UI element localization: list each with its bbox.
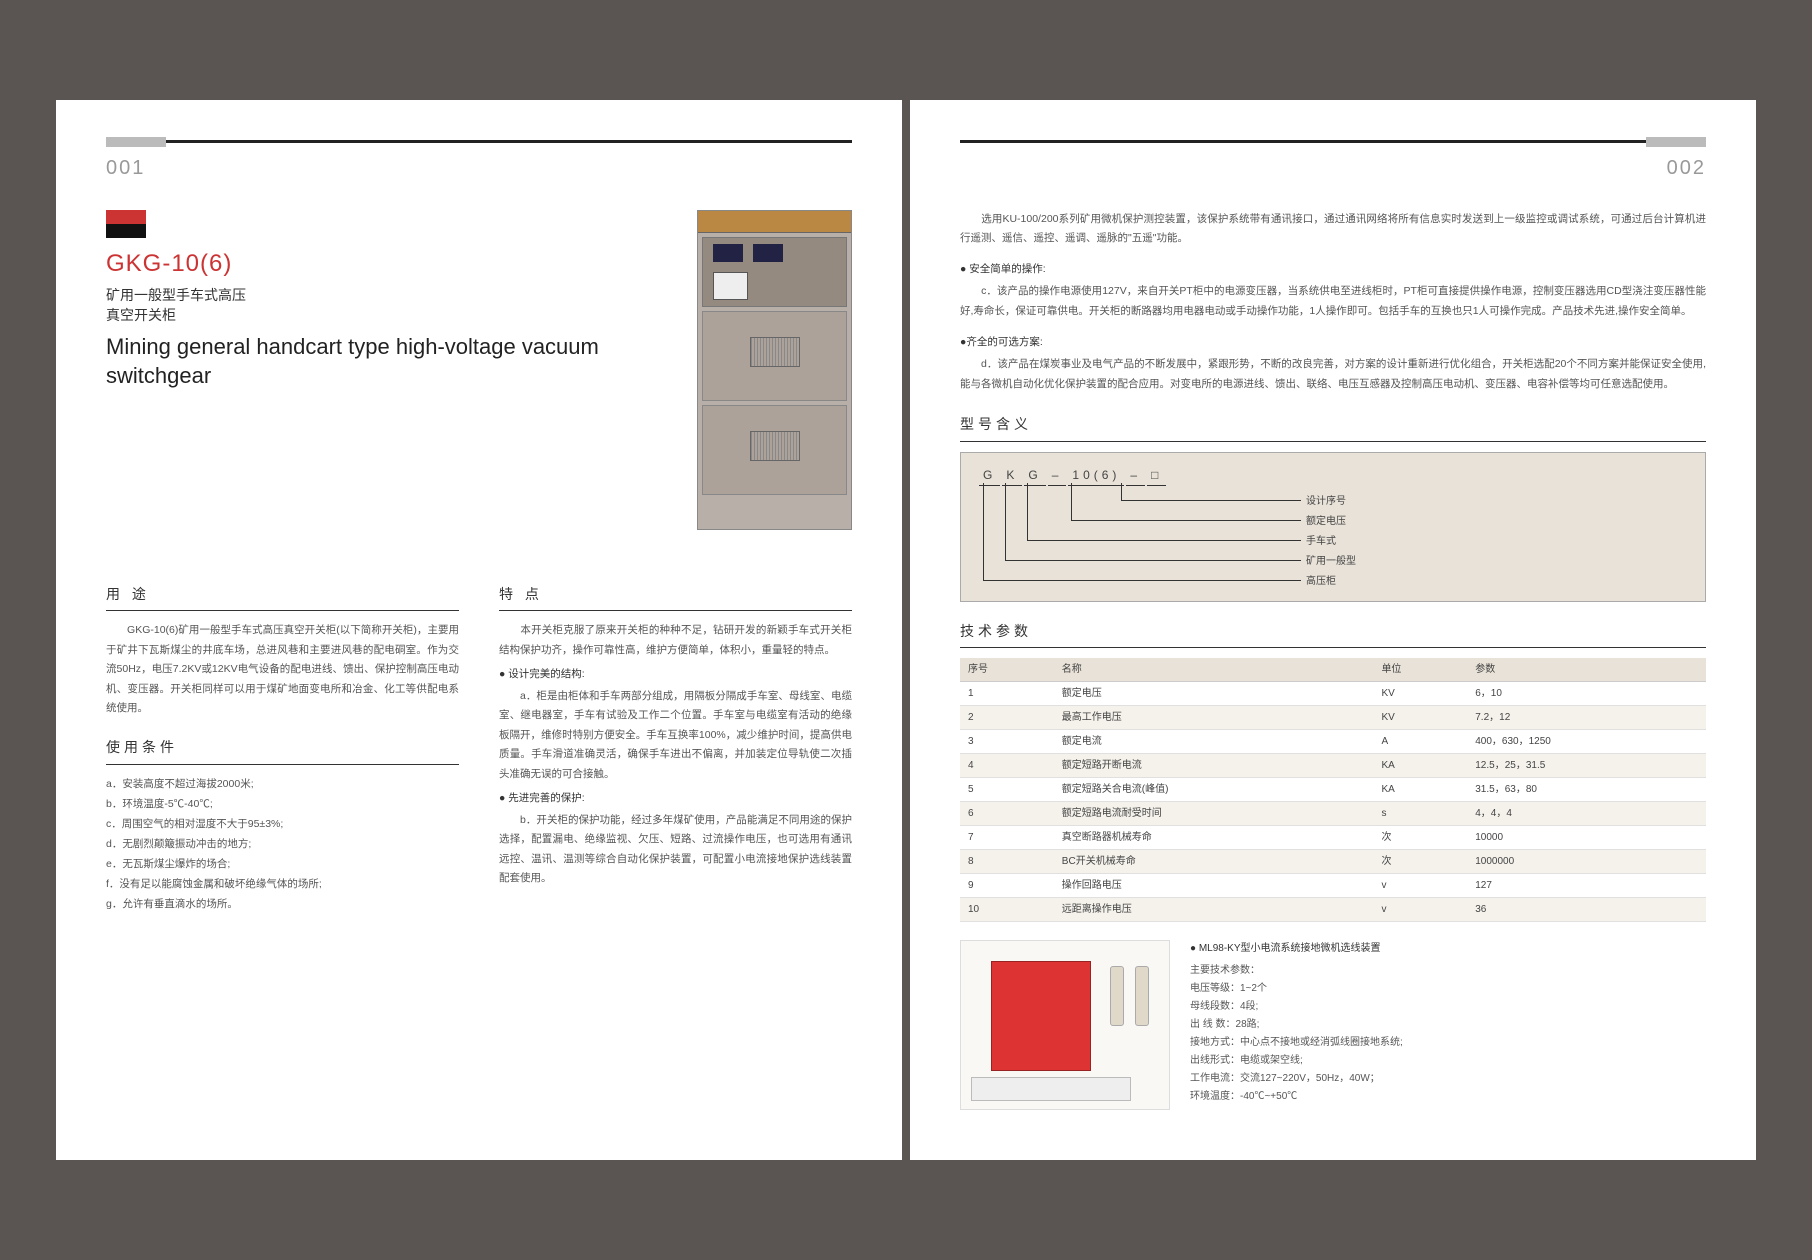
breaker-spec-line: 出 线 数：28路; [1190,1016,1706,1034]
feature-b1-head: ● 设计完美的结构: [499,666,852,684]
model-meaning-diagram: GKG–10(6)–□ 设计序号额定电压手车式矿用一般型高压柜 [960,452,1706,602]
model-sub-en: Mining general handcart type high-voltag… [106,332,677,391]
condition-item: f．没有足以能腐蚀金属和破坏绝缘气体的场所; [106,875,459,895]
page-number: 002 [960,151,1706,185]
page-spread: 001 GKG-10(6) 矿用一般型手车式高压 真空开关柜 Mining ge… [56,100,1756,1161]
breaker-spec-line: 环境温度：-40℃~+50℃ [1190,1088,1706,1106]
table-col: 参数 [1467,658,1706,682]
breaker-spec-line: 电压等级：1~2个 [1190,980,1706,998]
model-meaning-label: 额定电压 [1306,513,1346,530]
condition-item: g．允许有垂直滴水的场所。 [106,895,459,915]
features-heading: 特 点 [499,583,852,612]
sec1-head: ● 安全简单的操作: [960,261,1706,279]
page-right: 002 选用KU-100/200系列矿用微机保护测控装置，该保护系统带有通讯接口… [910,100,1756,1161]
breaker-lines: 电压等级：1~2个母线段数：4段;出 线 数：28路;接地方式：中心点不接地或经… [1190,980,1706,1106]
model-meaning-label: 设计序号 [1306,493,1346,510]
breaker-spec-line: 工作电流：交流127~220V，50Hz，40W； [1190,1070,1706,1088]
sec2-text: d．该产品在煤炭事业及电气产品的不断发展中，紧跟形势，不断的改良完善，对方案的设… [960,355,1706,395]
header-rule [960,140,1706,143]
feature-b2-text: b．开关柜的保护功能，经过多年煤矿使用，产品能满足不同用途的保护选择，配置漏电、… [499,811,852,889]
features-intro: 本开关柜克服了原来开关柜的种种不足，钻研开发的新颖手车式开关柜结构保护功齐，操作… [499,621,852,660]
model-meaning-label: 高压柜 [1306,573,1336,590]
table-row: 7真空断路器机械寿命次10000 [960,826,1706,850]
title-block: GKG-10(6) 矿用一般型手车式高压 真空开关柜 Mining genera… [106,210,852,530]
table-row: 3额定电流A400，630，1250 [960,730,1706,754]
model-sub-cn: 矿用一般型手车式高压 真空开关柜 [106,286,677,325]
usage-heading: 用 途 [106,583,459,612]
model-meaning-heading: 型号含义 [960,413,1706,442]
switchgear-illustration [697,210,852,530]
breaker-sub: 主要技术参数： [1190,962,1706,980]
sec2-head: ●齐全的可选方案: [960,334,1706,352]
header-rule [106,140,852,143]
condition-item: d．无剧烈颠簸振动冲击的地方; [106,835,459,855]
page-left: 001 GKG-10(6) 矿用一般型手车式高压 真空开关柜 Mining ge… [56,100,902,1161]
condition-item: e．无瓦斯煤尘爆炸的场合; [106,855,459,875]
page-number: 001 [106,151,852,185]
condition-item: c．周围空气的相对湿度不大于95±3%; [106,815,459,835]
params-table: 序号名称单位参数 1额定电压KV6，102最高工作电压KV7.2，123额定电流… [960,658,1706,922]
table-row: 8BC开关机械寿命次1000000 [960,850,1706,874]
table-col: 名称 [1054,658,1374,682]
breaker-spec-line: 出线形式：电缆或架空线; [1190,1052,1706,1070]
condition-item: a．安装高度不超过海拔2000米; [106,775,459,795]
table-row: 10远距离操作电压v36 [960,898,1706,922]
table-row: 1额定电压KV6，10 [960,682,1706,706]
accent-bars [106,210,677,238]
intro-1: 选用KU-100/200系列矿用微机保护测控装置，该保护系统带有通讯接口，通过通… [960,210,1706,250]
model-code: GKG-10(6) [106,244,677,285]
table-row: 2最高工作电压KV7.2，12 [960,706,1706,730]
conditions-list: a．安装高度不超过海拔2000米;b．环境温度-5℃-40℃;c．周围空气的相对… [106,775,459,915]
table-row: 6额定短路电流耐受时间s4，4，4 [960,802,1706,826]
feature-b1-text: a．柜是由柜体和手车两部分组成，用隔板分隔成手车室、母线室、电缆室、继电器室，手… [499,687,852,784]
params-heading: 技术参数 [960,620,1706,649]
breaker-illustration [960,940,1170,1110]
model-meaning-label: 矿用一般型 [1306,553,1356,570]
table-row: 4额定短路开断电流KA12.5，25，31.5 [960,754,1706,778]
breaker-block: ● ML98-KY型小电流系统接地微机选线装置 主要技术参数： 电压等级：1~2… [960,940,1706,1110]
sec1-text: c．该产品的操作电源使用127V，来自开关PT柜中的电源变压器，当系统供电至进线… [960,282,1706,322]
table-row: 9操作回路电压v127 [960,874,1706,898]
breaker-title: ● ML98-KY型小电流系统接地微机选线装置 [1190,940,1706,958]
model-meaning-label: 手车式 [1306,533,1336,550]
feature-b2-head: ● 先进完善的保护: [499,790,852,808]
table-col: 单位 [1373,658,1467,682]
table-col: 序号 [960,658,1054,682]
breaker-spec-line: 母线段数：4段; [1190,998,1706,1016]
usage-text: GKG-10(6)矿用一般型手车式高压真空开关柜(以下简称开关柜)，主要用于矿井… [106,621,459,718]
conditions-heading: 使用条件 [106,736,459,765]
table-row: 5额定短路关合电流(峰值)KA31.5，63，80 [960,778,1706,802]
condition-item: b．环境温度-5℃-40℃; [106,795,459,815]
breaker-spec-line: 接地方式：中心点不接地或经消弧线圈接地系统; [1190,1034,1706,1052]
